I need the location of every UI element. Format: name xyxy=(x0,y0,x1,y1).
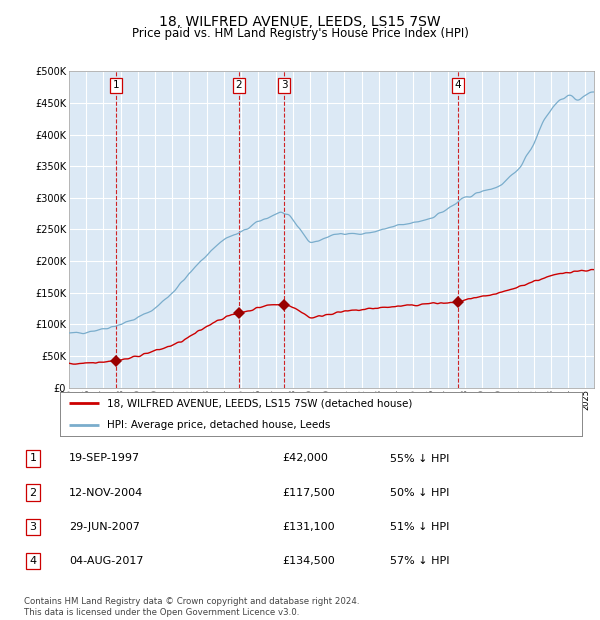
Text: 12-NOV-2004: 12-NOV-2004 xyxy=(69,487,143,498)
Text: HPI: Average price, detached house, Leeds: HPI: Average price, detached house, Leed… xyxy=(107,420,331,430)
Text: 4: 4 xyxy=(29,556,37,566)
Text: 3: 3 xyxy=(29,521,37,532)
Text: 3: 3 xyxy=(281,80,287,90)
Text: 19-SEP-1997: 19-SEP-1997 xyxy=(69,453,140,464)
Text: £131,100: £131,100 xyxy=(282,521,335,532)
Text: 1: 1 xyxy=(113,80,119,90)
Text: 04-AUG-2017: 04-AUG-2017 xyxy=(69,556,143,566)
Text: Contains HM Land Registry data © Crown copyright and database right 2024.
This d: Contains HM Land Registry data © Crown c… xyxy=(24,598,359,617)
Text: 51% ↓ HPI: 51% ↓ HPI xyxy=(390,521,449,532)
Text: 50% ↓ HPI: 50% ↓ HPI xyxy=(390,487,449,498)
Text: 2: 2 xyxy=(236,80,242,90)
Text: 18, WILFRED AVENUE, LEEDS, LS15 7SW (detached house): 18, WILFRED AVENUE, LEEDS, LS15 7SW (det… xyxy=(107,399,412,409)
Text: 4: 4 xyxy=(455,80,461,90)
Text: 18, WILFRED AVENUE, LEEDS, LS15 7SW: 18, WILFRED AVENUE, LEEDS, LS15 7SW xyxy=(159,16,441,30)
Text: 1: 1 xyxy=(29,453,37,464)
Text: £134,500: £134,500 xyxy=(282,556,335,566)
Text: £42,000: £42,000 xyxy=(282,453,328,464)
Text: £117,500: £117,500 xyxy=(282,487,335,498)
Text: 57% ↓ HPI: 57% ↓ HPI xyxy=(390,556,449,566)
Text: 29-JUN-2007: 29-JUN-2007 xyxy=(69,521,140,532)
Text: Price paid vs. HM Land Registry's House Price Index (HPI): Price paid vs. HM Land Registry's House … xyxy=(131,27,469,40)
Text: 2: 2 xyxy=(29,487,37,498)
Text: 55% ↓ HPI: 55% ↓ HPI xyxy=(390,453,449,464)
